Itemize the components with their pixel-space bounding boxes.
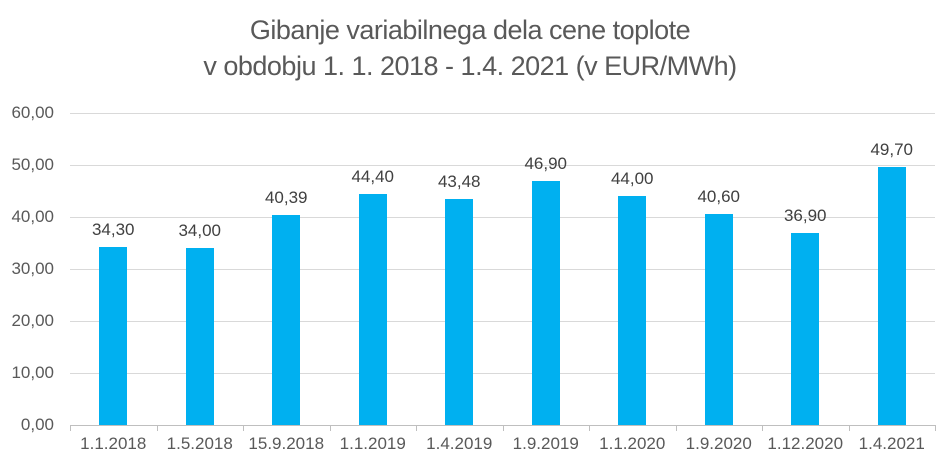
x-tick-mark	[329, 425, 331, 431]
gridline	[70, 321, 935, 322]
plot-area: 34,30 34,00 40,39 44,40 43,48 46,90 44,00 40,60…	[70, 113, 935, 425]
bar	[531, 181, 560, 425]
x-tick-mark	[416, 425, 417, 431]
gridline	[70, 269, 935, 270]
y-tick-label: 20,00	[11, 311, 54, 330]
bar	[791, 233, 820, 425]
x-tick-label: 1.4.2019	[426, 434, 493, 453]
x-tick-label: 1.5.2018	[166, 434, 233, 453]
bar	[185, 248, 214, 425]
y-tick-label: 0,00	[20, 415, 54, 434]
x-tick-label: 15.9.2018	[248, 434, 325, 453]
bar	[99, 246, 128, 425]
y-tick-label: 10,00	[11, 363, 54, 382]
x-tick-label: 1.9.2019	[512, 434, 579, 453]
x-tick-mark	[675, 425, 677, 431]
chart-title: Gibanje variabilnega dela cene toplote v…	[0, 12, 940, 84]
x-tick-label: 1.12.2020	[767, 434, 844, 453]
bar-value-label: 43,48	[437, 171, 481, 191]
x-tick-mark	[70, 425, 71, 431]
bar-value-label: 40,60	[697, 186, 741, 206]
bar-value-label: 40,39	[264, 187, 308, 207]
bar	[877, 166, 906, 425]
x-tick-label: 1.1.2020	[599, 434, 666, 453]
x-tick-mark	[762, 425, 763, 431]
x-tick-mark	[156, 425, 158, 431]
gridline	[70, 217, 935, 218]
chart-title-line1: Gibanje variabilnega dela cene toplote	[249, 15, 691, 45]
x-tick-mark	[848, 425, 850, 431]
bar	[445, 198, 474, 425]
y-tick-label: 60,00	[11, 103, 54, 122]
bar	[272, 214, 301, 425]
chart-title-line2: v obdobju 1. 1. 2018 - 1.4. 2021 (v EUR/…	[203, 51, 737, 81]
bar-value-label: 36,90	[783, 206, 827, 226]
x-tick-mark	[502, 425, 504, 431]
x-tick-label: 1.1.2018	[80, 434, 147, 453]
bar-value-label: 44,00	[610, 169, 654, 189]
y-tick-label: 30,00	[11, 259, 54, 278]
x-tick-mark	[243, 425, 244, 431]
y-tick-label: 40,00	[11, 207, 54, 226]
gridline	[70, 165, 935, 166]
y-axis-labels: 0,00 10,00 20,00 30,00 40,00 50,00 60,00	[0, 0, 56, 472]
gridline	[70, 373, 935, 374]
y-tick-label: 50,00	[11, 155, 54, 174]
x-tick-label: 1.1.2019	[339, 434, 406, 453]
bar	[618, 196, 647, 425]
x-tick-label: 1.9.2020	[685, 434, 752, 453]
x-tick-mark	[935, 425, 936, 431]
bar	[358, 194, 387, 425]
bar-value-label: 46,90	[524, 154, 568, 174]
bar-value-label: 44,40	[351, 167, 395, 187]
bar	[704, 213, 733, 425]
x-tick-label: 1.4.2021	[858, 434, 925, 453]
gridline	[70, 113, 935, 114]
x-tick-mark	[589, 425, 590, 431]
bar-value-label: 34,00	[178, 221, 222, 241]
bar-value-label: 34,30	[91, 219, 135, 239]
x-axis-labels: 1.1.2018 1.5.2018 15.9.2018 1.1.2019 1.4.201…	[70, 433, 935, 455]
bar-value-label: 49,70	[870, 139, 914, 159]
